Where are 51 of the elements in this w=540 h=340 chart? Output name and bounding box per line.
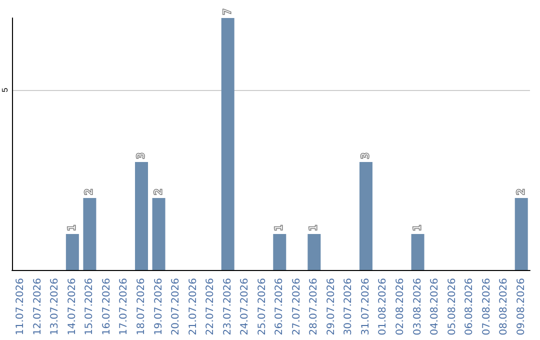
x-tick-label: 03.08.2026 xyxy=(412,278,424,336)
bar xyxy=(83,198,96,270)
x-tick-label: 05.08.2026 xyxy=(446,278,458,336)
bar xyxy=(66,234,79,270)
x-tick-label: 24.07.2026 xyxy=(240,278,251,336)
data-label: 1 xyxy=(66,224,78,231)
x-tick-label: 15.07.2026 xyxy=(84,278,96,336)
x-tick-label: 29.07.2026 xyxy=(326,278,337,336)
data-label: 2 xyxy=(153,188,164,195)
data-label: 3 xyxy=(360,152,372,159)
x-tick-label: 20.07.2026 xyxy=(170,278,182,336)
x-tick-label: 07.08.2026 xyxy=(481,278,492,336)
x-tick-label: 04.08.2026 xyxy=(430,278,441,336)
data-label: 7 xyxy=(222,8,234,15)
data-label: 3 xyxy=(136,152,147,159)
data-label: 1 xyxy=(308,224,320,231)
y-tick-label: 5 xyxy=(0,87,10,92)
x-tick-label: 01.08.2026 xyxy=(378,278,389,336)
x-tick-label: 17.07.2026 xyxy=(118,278,130,336)
x-tick-label: 02.08.2026 xyxy=(395,278,406,336)
data-label: 1 xyxy=(412,224,424,231)
x-tick-label: 08.08.2026 xyxy=(498,278,510,336)
x-tick-label: 28.07.2026 xyxy=(308,278,320,336)
bar xyxy=(308,234,321,270)
bar xyxy=(135,162,148,270)
bar xyxy=(514,198,528,270)
x-tick-label: 06.08.2026 xyxy=(464,278,476,336)
x-tick-label: 30.07.2026 xyxy=(343,278,354,336)
x-tick-label: 23.07.2026 xyxy=(222,278,234,336)
x-tick-label: 16.07.2026 xyxy=(101,278,112,336)
bar xyxy=(359,162,372,270)
x-tick-label: 27.07.2026 xyxy=(291,278,302,336)
data-label: 1 xyxy=(274,224,286,231)
data-label: 2 xyxy=(516,188,527,195)
x-tick-label: 11.07.2026 xyxy=(15,278,26,336)
x-tick-label: 09.08.2026 xyxy=(516,278,527,336)
x-tick-label: 26.07.2026 xyxy=(274,278,286,336)
x-tick-label: 25.07.2026 xyxy=(256,278,268,336)
x-tick-label: 12.07.2026 xyxy=(32,278,44,336)
x-tick-label: 18.07.2026 xyxy=(136,278,147,336)
bar xyxy=(152,198,166,270)
x-tick-label: 31.07.2026 xyxy=(360,278,372,336)
data-label: 2 xyxy=(84,188,96,195)
bar xyxy=(411,234,424,270)
bar xyxy=(273,234,286,270)
x-tick-label: 19.07.2026 xyxy=(153,278,164,336)
x-tick-label: 14.07.2026 xyxy=(66,278,78,336)
bar xyxy=(221,18,234,270)
x-tick-label: 22.07.2026 xyxy=(205,278,216,336)
x-tick-label: 13.07.2026 xyxy=(50,278,61,336)
x-tick-label: 21.07.2026 xyxy=(188,278,199,336)
